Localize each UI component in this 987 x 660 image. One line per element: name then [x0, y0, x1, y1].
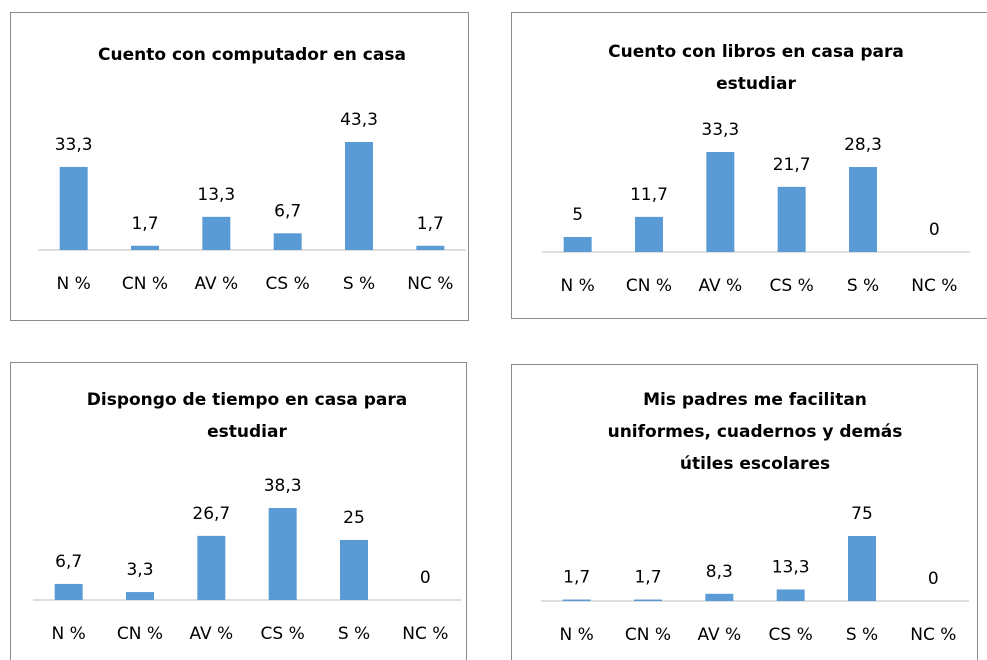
chart-title: estudiar: [716, 74, 796, 94]
x-tick-label: S %: [847, 276, 879, 296]
bar: [131, 245, 159, 250]
bar: [126, 592, 154, 600]
data-label: 0: [929, 220, 940, 240]
chart-title: Mis padres me facilitan: [643, 390, 867, 410]
chart-frame: [511, 12, 987, 319]
bar: [848, 536, 876, 601]
x-tick-label: CN %: [626, 276, 672, 296]
x-tick-label: CS %: [770, 276, 814, 296]
bar: [634, 599, 662, 601]
data-label: 33,3: [701, 120, 739, 140]
data-label: 6,7: [274, 201, 301, 221]
chart-title: estudiar: [207, 422, 287, 442]
x-tick-label: CS %: [266, 274, 310, 294]
chart-title: Cuento con computador en casa: [98, 45, 406, 65]
bar: [268, 508, 297, 600]
data-label: 33,3: [55, 135, 93, 155]
data-label: 3,3: [126, 560, 153, 580]
x-tick-label: N %: [52, 624, 86, 644]
bar: [635, 216, 663, 252]
bar: [345, 142, 373, 250]
chart-title: Dispongo de tiempo en casa para: [87, 390, 407, 410]
data-label: 8,3: [706, 562, 733, 582]
data-label: 1,7: [634, 568, 661, 588]
chart-frame: [10, 362, 467, 660]
data-label: 13,3: [772, 557, 810, 577]
chart-frame: [511, 364, 978, 660]
bar: [416, 245, 445, 250]
data-label: 1,7: [131, 214, 158, 234]
data-label: 1,7: [417, 214, 444, 234]
bar: [777, 186, 806, 252]
x-tick-label: AV %: [697, 625, 741, 645]
bar: [197, 535, 226, 600]
data-label: 11,7: [630, 185, 668, 205]
bar: [705, 593, 734, 601]
bar: [563, 236, 592, 252]
x-tick-label: S %: [338, 624, 370, 644]
x-tick-label: N %: [560, 625, 594, 645]
x-tick-label: NC %: [911, 276, 957, 296]
data-label: 25: [343, 508, 365, 528]
data-label: 0: [420, 568, 431, 588]
chart-frame: [10, 12, 469, 321]
x-tick-label: AV %: [194, 274, 238, 294]
data-label: 1,7: [563, 568, 590, 588]
bar: [776, 589, 805, 601]
chart-title: uniformes, cuadernos y demás: [608, 422, 903, 442]
bar: [202, 216, 231, 250]
bar: [849, 167, 877, 252]
data-label: 26,7: [192, 504, 230, 524]
bar: [340, 539, 368, 600]
data-label: 28,3: [844, 135, 882, 155]
x-tick-label: CN %: [122, 274, 168, 294]
bar: [59, 166, 88, 250]
bar: [562, 599, 591, 601]
x-tick-label: S %: [846, 625, 878, 645]
x-tick-label: N %: [561, 276, 595, 296]
x-tick-label: NC %: [910, 625, 956, 645]
x-tick-label: NC %: [407, 274, 453, 294]
x-tick-label: S %: [343, 274, 375, 294]
x-tick-label: AV %: [698, 276, 742, 296]
chart-title: Cuento con libros en casa para: [608, 42, 904, 62]
x-tick-label: CN %: [117, 624, 163, 644]
data-label: 0: [928, 569, 939, 589]
x-tick-label: N %: [57, 274, 91, 294]
chart-title: útiles escolares: [680, 454, 830, 474]
bar: [54, 583, 83, 600]
data-label: 5: [572, 205, 583, 225]
x-tick-label: CS %: [261, 624, 305, 644]
data-label: 38,3: [264, 476, 302, 496]
data-label: 6,7: [55, 552, 82, 572]
data-label: 21,7: [773, 155, 811, 175]
data-label: 13,3: [197, 185, 235, 205]
bar: [273, 233, 302, 250]
x-tick-label: AV %: [189, 624, 233, 644]
x-tick-label: CN %: [625, 625, 671, 645]
data-label: 75: [851, 504, 873, 524]
x-tick-label: CS %: [769, 625, 813, 645]
x-tick-label: NC %: [402, 624, 448, 644]
data-label: 43,3: [340, 110, 378, 130]
bar: [706, 152, 735, 252]
